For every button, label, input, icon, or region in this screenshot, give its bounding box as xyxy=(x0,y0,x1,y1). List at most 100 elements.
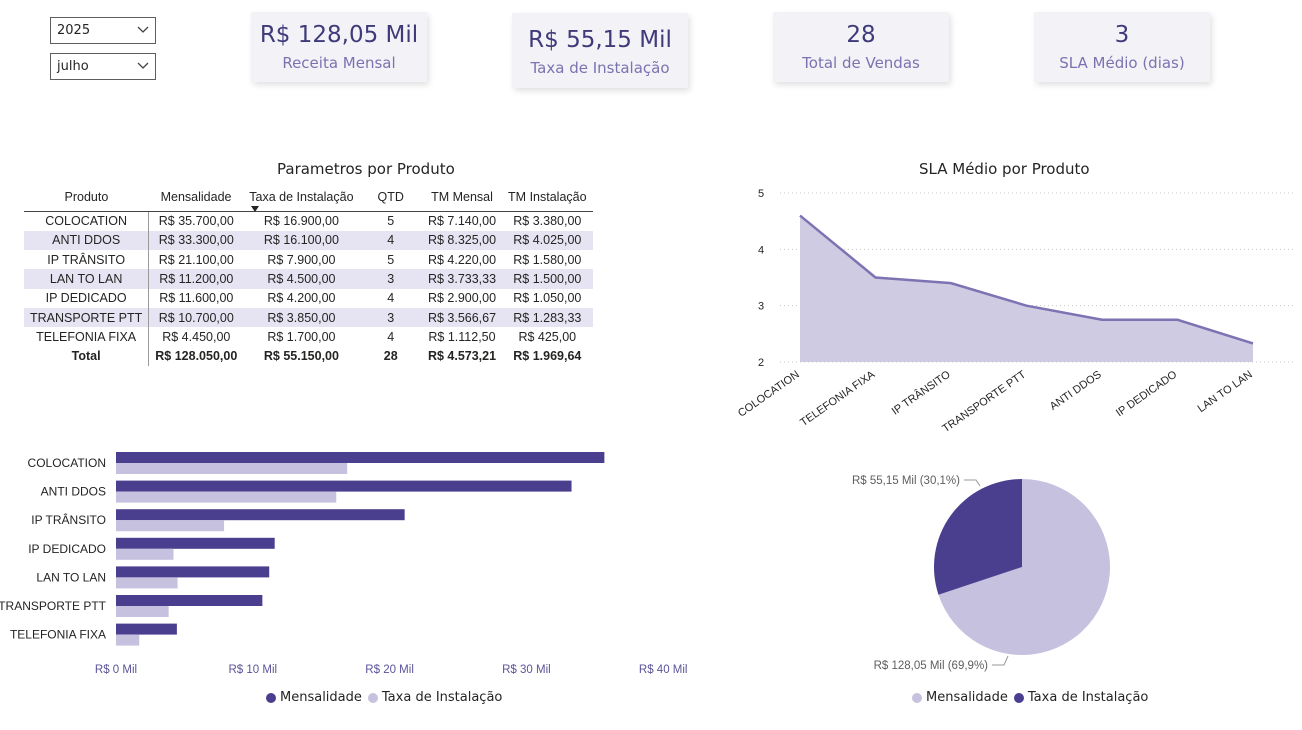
table-cell: R$ 1.050,00 xyxy=(513,291,582,306)
revenue-pie-chart: R$ 55,15 Mil (30,1%) R$ 128,05 Mil (69,9%… xyxy=(852,475,1110,672)
bar-mensalidade[interactable] xyxy=(116,509,405,521)
column-header[interactable]: Mensalidade xyxy=(148,187,244,212)
kpi-card-taxa: R$ 55,15 Mil Taxa de Instalação xyxy=(512,13,688,88)
table-cell: R$ 33.300,00 xyxy=(148,230,244,251)
table-cell: R$ 4.450,00 xyxy=(162,329,231,344)
table-cell: COLOCATION xyxy=(24,211,150,231)
column-header[interactable]: QTD xyxy=(359,187,422,212)
table-row[interactable]: COLOCATION R$ 35.700,00 R$ 16.900,00 5 R$ 7.… xyxy=(24,211,593,231)
table-cell: R$ 425,00 xyxy=(518,329,577,344)
table-cell: LAN TO LAN xyxy=(24,269,150,289)
y-category-label: LAN TO LAN xyxy=(36,570,106,584)
column-header[interactable]: TM Mensal xyxy=(421,187,503,212)
sla-point[interactable] xyxy=(1175,317,1181,323)
table-cell: R$ 11.600,00 xyxy=(159,291,234,306)
legend-dot-icon xyxy=(266,692,276,703)
bar-mensalidade[interactable] xyxy=(116,480,572,492)
table-cell: R$ 4.500,00 xyxy=(243,269,360,289)
pie-slice[interactable] xyxy=(934,479,1022,595)
bar-mensalidade[interactable] xyxy=(116,595,263,606)
x-tick-label: R$ 20 Mil xyxy=(365,664,414,676)
bar-taxa-instalacao[interactable] xyxy=(116,606,169,617)
table-cell: R$ 21.100,00 xyxy=(158,252,234,267)
table-cell: IP TRÂNSITO xyxy=(24,250,150,270)
sla-line xyxy=(799,214,1254,345)
x-tick-label: COLOCATION xyxy=(736,369,802,420)
year-dropdown[interactable]: 2025 xyxy=(50,17,156,44)
month-dropdown-value: julho xyxy=(57,59,89,74)
total-cell: R$ 4.573,21 xyxy=(427,349,497,364)
table-cell: R$ 1.500,00 xyxy=(502,269,593,289)
product-table: Produto Mensalidade Taxa de Instalação Q… xyxy=(24,187,593,366)
legend-label: Mensalidade xyxy=(926,690,1008,705)
table-cell: R$ 10.700,00 xyxy=(148,307,244,328)
column-header[interactable]: TM Instalação xyxy=(502,187,593,212)
table-cell: R$ 3.566,67 xyxy=(421,307,503,328)
table-title: Parametros por Produto xyxy=(277,160,455,178)
bar-taxa-instalacao[interactable] xyxy=(116,577,178,589)
kpi-value: R$ 55,15 Mil xyxy=(528,27,672,53)
table-cell: R$ 4.220,00 xyxy=(427,252,497,267)
revenue-bar-chart: COLOCATION ANTI DDOS IP TRÂNSITO IP DEDICAD… xyxy=(0,452,687,676)
legend-dot-icon xyxy=(912,692,922,703)
bar-taxa-instalacao[interactable] xyxy=(116,463,348,474)
sla-point[interactable] xyxy=(873,275,879,281)
table-row[interactable]: LAN TO LAN R$ 11.200,00 R$ 4.500,00 3 R$ 3.7… xyxy=(24,269,593,289)
kpi-value: 3 xyxy=(1114,22,1130,48)
table-row[interactable]: ANTI DDOS R$ 33.300,00 R$ 16.100,00 4 R$ 8.3… xyxy=(24,230,593,251)
y-category-label: TRANSPORTE PTT xyxy=(0,599,107,613)
bar-taxa-instalacao[interactable] xyxy=(116,634,140,646)
x-tick-label: LAN TO LAN xyxy=(1196,369,1255,415)
table-cell: R$ 1.112,50 xyxy=(428,329,496,344)
legend-item-mensalidade[interactable]: Mensalidade xyxy=(912,690,1008,705)
legend-item-mensalidade[interactable]: Mensalidade xyxy=(266,690,362,705)
table-row[interactable]: IP TRÂNSITO R$ 21.100,00 R$ 7.900,00 5 R$ 4.… xyxy=(24,250,593,270)
sla-point[interactable] xyxy=(948,280,954,286)
table-cell: R$ 35.700,00 xyxy=(158,214,234,229)
table-cell: TRANSPORTE PTT xyxy=(24,307,150,328)
total-cell: Total xyxy=(24,346,150,366)
table-row[interactable]: TELEFONIA FIXA R$ 4.450,00 R$ 1.700,00 4 R$ … xyxy=(24,327,593,347)
table-row[interactable]: IP DEDICADO R$ 11.600,00 R$ 4.200,00 4 R$ 2.… xyxy=(24,288,593,308)
sla-point[interactable] xyxy=(1024,303,1030,309)
column-header[interactable]: Produto xyxy=(24,187,149,212)
bar-taxa-instalacao[interactable] xyxy=(116,491,337,503)
bar-mensalidade[interactable] xyxy=(116,566,270,578)
kpi-card-receita: R$ 128,05 Mil Receita Mensal xyxy=(251,12,427,82)
kpi-label: SLA Médio (dias) xyxy=(1059,54,1185,72)
table-cell: R$ 1.580,00 xyxy=(513,252,582,267)
legend-item-taxa[interactable]: Taxa de Instalação xyxy=(1013,690,1148,705)
table-row[interactable]: TRANSPORTE PTT R$ 10.700,00 R$ 3.850,00 3 R$… xyxy=(24,307,593,328)
kpi-label: Total de Vendas xyxy=(802,54,920,72)
y-category-label: IP TRÂNSITO xyxy=(31,512,106,527)
pie-chart-legend: Mensalidade Taxa de Instalação xyxy=(912,690,1154,705)
column-header[interactable]: Taxa de Instalação xyxy=(243,187,360,212)
table-cell: R$ 3.733,33 xyxy=(421,269,503,289)
y-category-label: IP DEDICADO xyxy=(28,542,106,556)
bar-taxa-instalacao[interactable] xyxy=(116,548,174,560)
legend-item-taxa[interactable]: Taxa de Instalação xyxy=(367,690,502,705)
table-cell: R$ 7.140,00 xyxy=(427,214,497,229)
sla-chart-title: SLA Médio por Produto xyxy=(919,160,1090,178)
sla-point[interactable] xyxy=(1099,317,1105,323)
kpi-value: R$ 128,05 Mil xyxy=(259,22,419,48)
bar-mensalidade[interactable] xyxy=(116,623,177,635)
bar-taxa-instalacao[interactable] xyxy=(116,520,225,532)
sla-point[interactable] xyxy=(797,213,803,219)
pie-slice[interactable] xyxy=(938,479,1110,655)
bar-mensalidade[interactable] xyxy=(116,537,275,549)
table-cell: R$ 2.900,00 xyxy=(427,291,497,306)
y-tick-label: 4 xyxy=(758,244,764,256)
table-cell: R$ 8.325,00 xyxy=(421,230,503,251)
table-cell: R$ 1.283,33 xyxy=(502,307,593,328)
table-cell: R$ 3.380,00 xyxy=(513,214,582,229)
month-dropdown[interactable]: julho xyxy=(50,53,156,80)
total-cell: R$ 128.050,00 xyxy=(155,349,238,364)
table-cell: 5 xyxy=(387,214,395,229)
table-cell: 4 xyxy=(387,329,395,344)
sla-point[interactable] xyxy=(1250,340,1256,346)
table-cell: ANTI DDOS xyxy=(24,230,150,251)
chevron-down-icon xyxy=(137,26,149,33)
bar-mensalidade[interactable] xyxy=(116,452,605,463)
sort-descending-icon[interactable] xyxy=(251,206,259,212)
